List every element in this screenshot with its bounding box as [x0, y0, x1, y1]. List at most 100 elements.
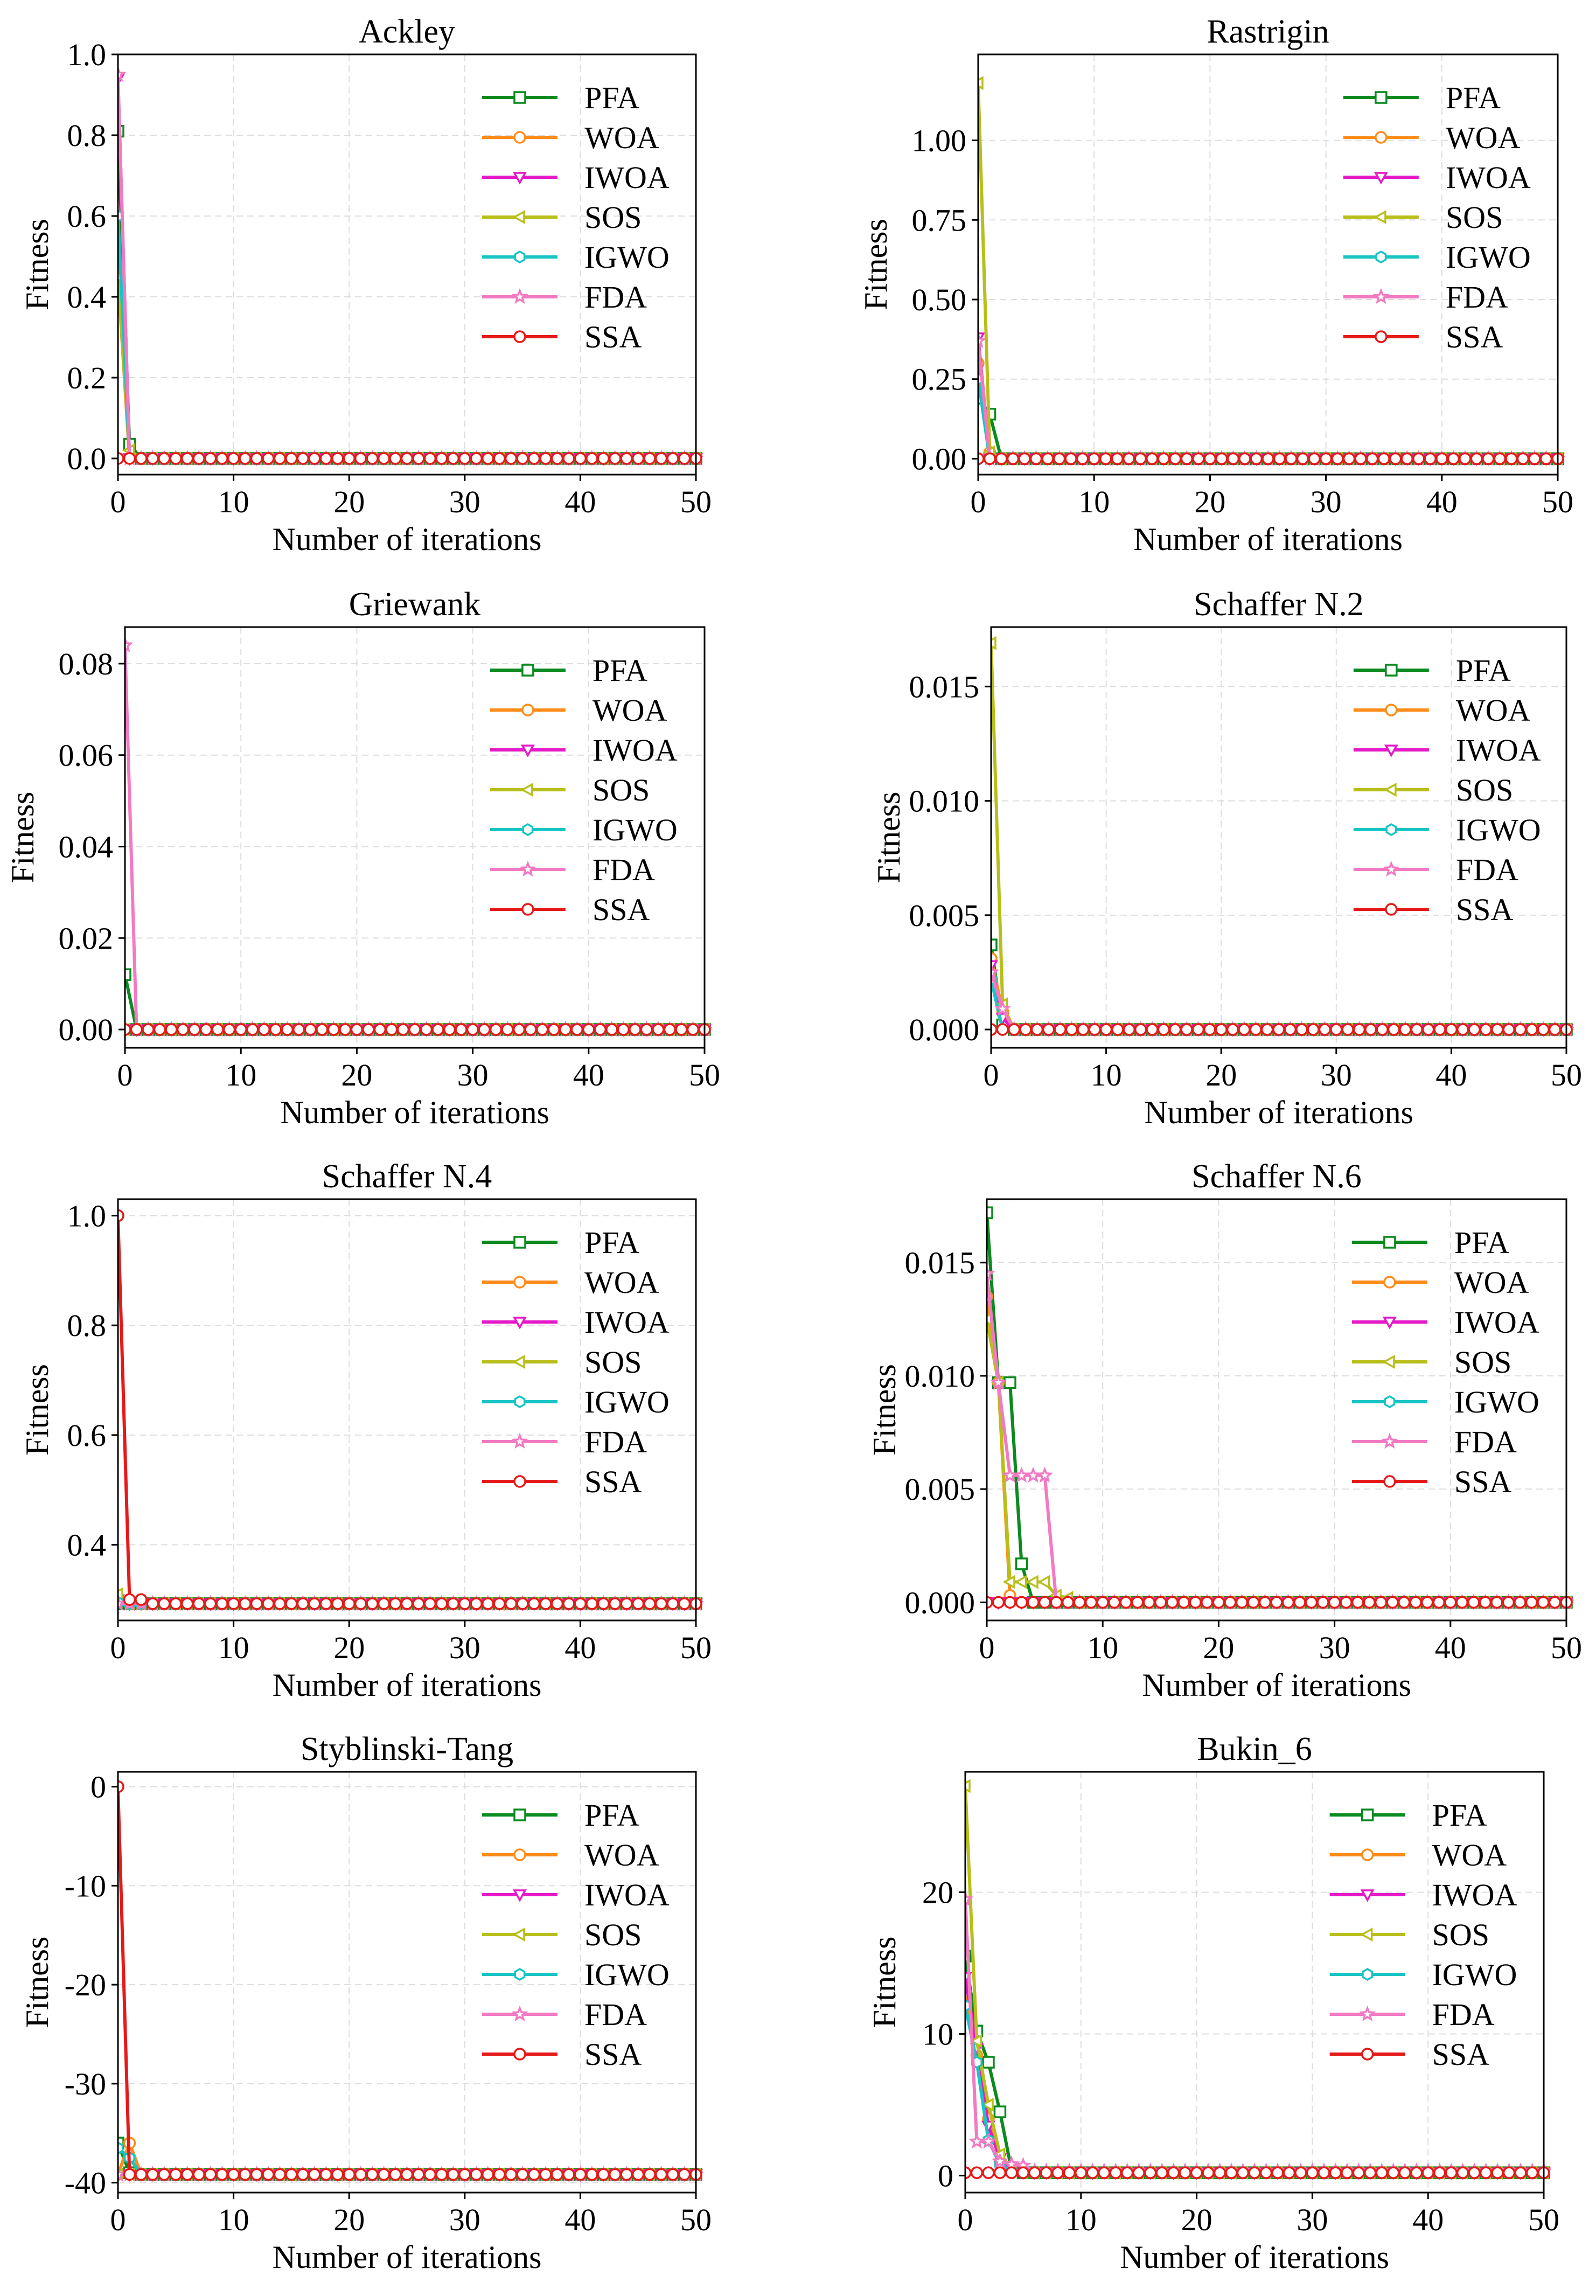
data-point-ssa: [123, 1593, 136, 1606]
legend-item-ssa: SSA: [1353, 892, 1513, 927]
data-point-ssa: [1225, 2166, 1238, 2179]
data-point-ssa: [1432, 1596, 1446, 1609]
data-point-ssa: [165, 1023, 178, 1036]
data-point-ssa: [1316, 1596, 1329, 1609]
data-point-ssa: [1435, 452, 1448, 465]
legend-marker: [513, 330, 526, 343]
axes-frame: [977, 53, 1559, 476]
data-point-ssa: [1189, 1596, 1202, 1609]
data-point-ssa: [339, 1023, 352, 1036]
x-tick-label: 30: [449, 1630, 480, 1665]
y-tick-label: 0.25: [912, 362, 967, 397]
legend: PFA WOA IWOA SOS IGWO FDA SSA: [1343, 80, 1531, 354]
legend-label: WOA: [593, 693, 667, 728]
data-point-ssa: [1042, 1023, 1055, 1036]
data-point-ssa: [447, 1597, 460, 1610]
data-point-ssa: [281, 1023, 294, 1036]
data-point-ssa: [169, 452, 183, 465]
data-point-ssa: [246, 1023, 259, 1036]
data-point-ssa: [142, 1023, 155, 1036]
data-point-ssa: [1468, 1023, 1481, 1036]
legend-marker: [522, 823, 534, 837]
data-point-ssa: [1490, 1596, 1503, 1609]
legend-label: PFA: [1454, 1225, 1509, 1260]
x-tick-label: 50: [689, 1057, 720, 1093]
legend-label: SSA: [584, 2037, 642, 2072]
plot-area: [991, 636, 1574, 1037]
legend-label: IWOA: [1456, 733, 1541, 768]
legend-label: IGWO: [584, 1957, 670, 1992]
legend-item-igwo: IGWO: [482, 1384, 670, 1420]
legend-item-fda: FDA: [1351, 1424, 1517, 1459]
data-point-ssa: [1364, 1023, 1377, 1036]
chart-title: Ackley: [359, 13, 455, 50]
data-point-ssa: [443, 1023, 456, 1036]
data-point-ssa: [1191, 1023, 1205, 1036]
chart-panel-8: 0 10 20 30 40 50 0 10 20 Bukin_6 Number of iterati…: [867, 1731, 1559, 2275]
data-point-ssa: [1389, 452, 1402, 465]
x-tick-label: 20: [1203, 1630, 1234, 1665]
data-point-fda: [980, 2133, 997, 2149]
data-point-ssa: [412, 2168, 425, 2181]
data-point-ssa: [366, 1597, 379, 1610]
data-point-ssa: [1238, 452, 1251, 465]
data-point-ssa: [1502, 1023, 1515, 1036]
data-point-ssa: [455, 1023, 468, 1036]
data-point-ssa: [1053, 452, 1066, 465]
y-tick-label: -30: [65, 2067, 106, 2102]
legend-marker: [1383, 1276, 1396, 1289]
legend-marker: [513, 91, 526, 104]
legend-item-ssa: SSA: [1351, 1464, 1511, 1499]
legend-item-iwoa: IWOA: [1329, 1877, 1517, 1912]
legend-label: SSA: [1432, 2037, 1490, 2072]
data-point-ssa: [158, 2168, 171, 2181]
data-point-ssa: [135, 1593, 148, 1606]
data-point-ssa: [296, 452, 310, 465]
data-point-ssa: [1493, 452, 1507, 465]
y-tick-label: 1.0: [67, 37, 107, 72]
data-point-ssa: [1027, 1596, 1040, 1609]
data-point-ssa: [204, 452, 217, 465]
legend-label: IGWO: [584, 240, 670, 275]
legend-item-fda: FDA: [1343, 280, 1508, 315]
data-point-ssa: [285, 1597, 298, 1610]
plot-area: [978, 76, 1565, 467]
legend-marker: [513, 131, 526, 144]
data-point-ssa: [1019, 1023, 1032, 1036]
data-point-ssa: [582, 1023, 595, 1036]
legend-item-woa: WOA: [490, 693, 667, 728]
data-point-ssa: [354, 2168, 367, 2181]
legend-marker: [513, 1236, 526, 1249]
data-point-ssa: [1468, 2166, 1481, 2179]
data-point-ssa: [489, 1023, 503, 1036]
data-point-ssa: [620, 452, 633, 465]
data-point-ssa: [1470, 452, 1483, 465]
legend-item-fda: FDA: [482, 1997, 647, 2032]
data-point-ssa: [1061, 1596, 1075, 1609]
data-point-ssa: [227, 452, 240, 465]
legend-item-ssa: SSA: [1343, 319, 1503, 354]
data-point-ssa: [412, 452, 425, 465]
x-axis-label: Number of iterations: [273, 521, 542, 557]
data-point-ssa: [586, 1597, 598, 1610]
data-point-ssa: [586, 452, 598, 465]
data-point-ssa: [1146, 452, 1159, 465]
legend-label: SOS: [584, 1917, 642, 1952]
data-point-ssa: [296, 2168, 310, 2181]
series-line-pfa: [978, 397, 1558, 461]
data-point-ssa: [1028, 2166, 1041, 2179]
data-point-ssa: [1548, 1596, 1562, 1609]
data-point-fda: [1024, 1466, 1042, 1483]
legend-item-ssa: SSA: [1329, 2037, 1490, 2072]
x-tick-label: 20: [341, 1057, 372, 1093]
data-point-ssa: [1502, 1596, 1515, 1609]
y-tick-label: 0.6: [67, 199, 107, 234]
chart-title: Bukin_6: [1197, 1731, 1312, 1768]
legend-label: SOS: [584, 200, 642, 235]
data-point-ssa: [1064, 452, 1077, 465]
data-point-ssa: [631, 452, 645, 465]
plot-area: [118, 1209, 703, 1611]
data-point-ssa: [1226, 1023, 1239, 1036]
data-point-ssa: [1099, 452, 1112, 465]
data-point-ssa: [1018, 452, 1031, 465]
